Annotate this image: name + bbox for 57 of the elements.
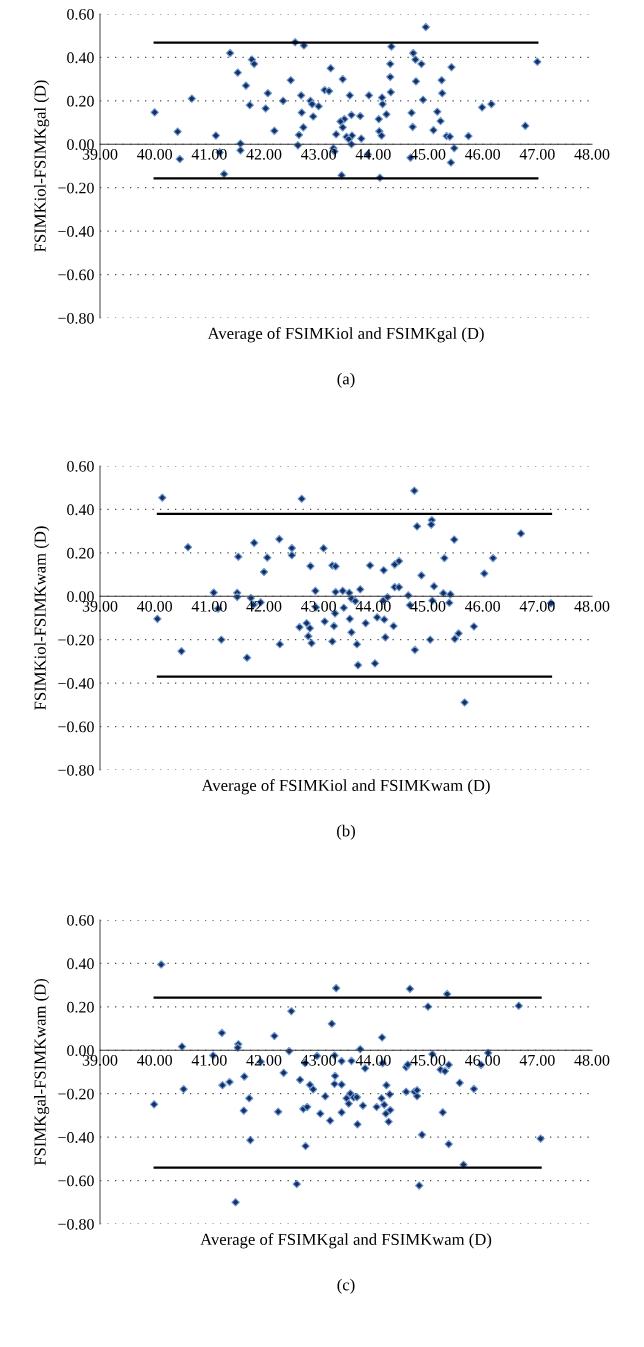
x-tick-label: 40.00	[137, 600, 173, 612]
x-tick-label: 45.00	[410, 600, 446, 612]
y-tick-label: −0.80	[58, 312, 94, 324]
y-tick-label: −0.80	[58, 1218, 94, 1230]
x-tick-label: 40.00	[137, 148, 173, 160]
x-axis-title: Average of FSIMKiol and FSIMKgal (D)	[207, 327, 484, 343]
y-tick-label: −0.60	[58, 721, 94, 733]
x-tick-label: 47.00	[519, 600, 555, 612]
y-tick-label: −0.60	[58, 269, 94, 281]
y-axis-title: FSIMKiol-FSIMKwam (D)	[34, 526, 50, 710]
text: (c)	[337, 1278, 355, 1294]
x-axis-title: Average of FSIMKgal and FSIMKwam (D)	[200, 1233, 492, 1249]
x-tick-label: 48.00	[574, 600, 610, 612]
x-tick-label: 44.00	[355, 600, 391, 612]
x-tick-label: 46.00	[465, 148, 501, 160]
x-tick-label: 44.00	[355, 1054, 391, 1066]
x-tick-label: 48.00	[574, 148, 610, 160]
x-tick-label: 46.00	[465, 1054, 501, 1066]
y-tick-label: 0.00	[67, 139, 94, 151]
y-tick-label: 0.20	[67, 95, 94, 107]
x-tick-label: 43.00	[301, 1054, 337, 1066]
y-tick-label: −0.80	[58, 764, 94, 776]
x-tick-label: 43.00	[301, 148, 337, 160]
x-tick-label: 41.00	[191, 148, 227, 160]
x-axis-title: Average of FSIMKiol and FSIMKwam (D)	[201, 779, 490, 795]
y-tick-label: 0.40	[67, 52, 94, 64]
y-tick-label: 0.40	[67, 504, 94, 516]
y-tick-label: 0.60	[67, 460, 94, 472]
x-tick-label: 48.00	[574, 1054, 610, 1066]
y-tick-label: 0.60	[67, 8, 94, 20]
y-tick-label: 0.60	[67, 914, 94, 926]
x-tick-label: 46.00	[465, 600, 501, 612]
y-tick-label: −0.40	[58, 1132, 94, 1143]
y-tick-label: −0.20	[58, 1088, 94, 1100]
y-tick-label: −0.60	[58, 1175, 94, 1187]
y-tick-label: −0.20	[58, 634, 94, 646]
y-tick-label: 0.40	[67, 958, 94, 970]
x-tick-label: 47.00	[519, 148, 555, 160]
text: (a)	[337, 372, 355, 388]
x-tick-label: 40.00	[137, 1054, 173, 1066]
y-tick-label: −0.20	[58, 182, 94, 194]
x-tick-label: 45.00	[410, 1054, 446, 1066]
y-tick-label: −0.40	[58, 226, 94, 237]
y-tick-label: 0.20	[67, 547, 94, 559]
y-tick-label: 0.00	[67, 1045, 94, 1057]
x-tick-label: 47.00	[519, 1054, 555, 1066]
text: (b)	[337, 824, 355, 840]
x-tick-label: 45.00	[410, 148, 446, 160]
x-tick-label: 41.00	[191, 600, 227, 612]
y-tick-label: 0.00	[67, 591, 94, 603]
y-tick-label: −0.40	[58, 678, 94, 689]
y-tick-label: 0.20	[67, 1001, 94, 1013]
y-axis-title: FSIMKgal-FSIMKwam (D)	[33, 978, 50, 1166]
y-axis-title: FSIMKiol-FSIMKgal (D)	[33, 80, 50, 252]
x-tick-label: 41.00	[191, 1054, 227, 1066]
x-tick-label: 42.00	[246, 600, 282, 612]
x-tick-label: 42.00	[246, 148, 282, 160]
